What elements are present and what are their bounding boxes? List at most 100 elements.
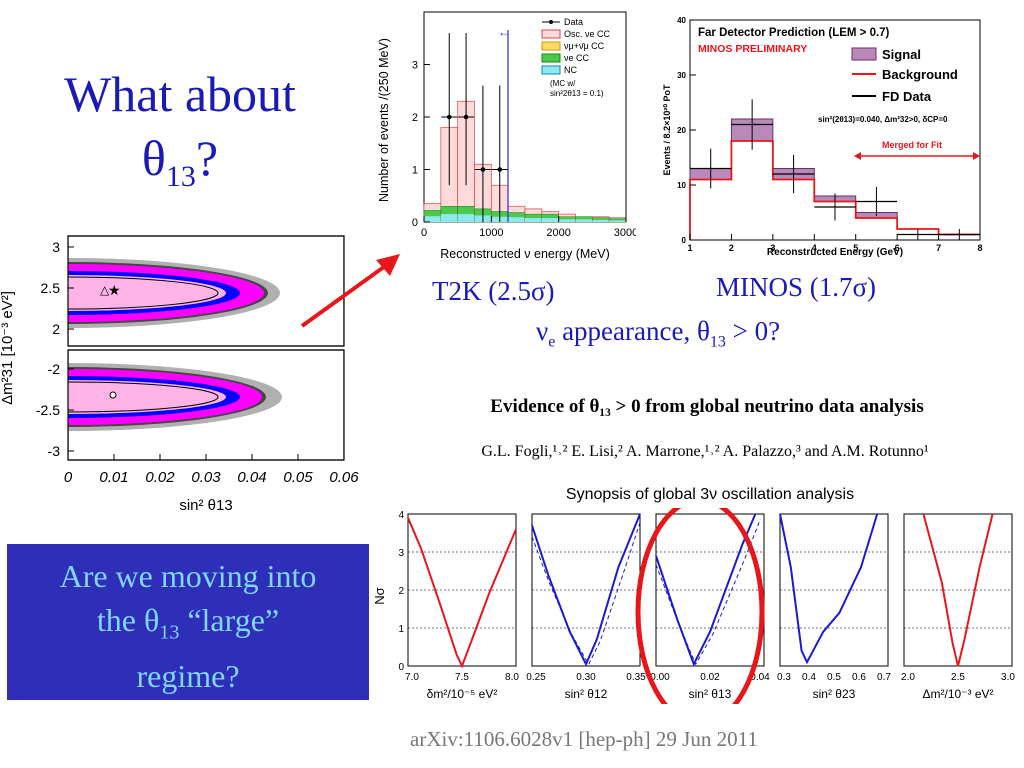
synopsis-xtick-label: 2.5 — [951, 672, 965, 683]
synopsis-xtick-label: 3.0 — [1001, 672, 1015, 683]
contour-ytick-label: 3 — [52, 239, 60, 255]
question-box: Are we moving into the θ13 “large” regim… — [7, 544, 369, 700]
t2k-ticks: 0 1000 2000 3000 0 1 2 3 — [412, 60, 636, 240]
minos-background-line — [689, 140, 980, 240]
synopsis-xtick-label: 0.35 — [626, 672, 646, 683]
synopsis-xlabel: sin² θ12 — [565, 687, 608, 701]
minos-label: MINOS (1.7σ) — [716, 272, 877, 302]
question-line2-sub: 13 — [159, 621, 180, 644]
slide-title: What about θ13? — [30, 62, 330, 209]
synopsis-panel: 2.0 2.5 3.0 Δm²/10⁻³ eV² — [901, 513, 1015, 701]
synopsis-ylabel: Nσ — [372, 587, 387, 604]
minos-legend-background: Background — [882, 67, 958, 82]
minos-xlabel: Reconstructed Energy (GeV) — [767, 247, 903, 258]
question-line2: the θ13 “large” — [7, 598, 369, 654]
minos-data-points — [690, 99, 980, 240]
synopsis-xtick-label: 7.5 — [455, 672, 469, 683]
minos-title: Far Detector Prediction (LEM > 0.7) — [698, 27, 890, 39]
contour-xtick-label: 0.03 — [191, 469, 221, 486]
question-line1: Are we moving into — [59, 558, 317, 594]
t2k-nc-bar — [541, 218, 559, 222]
title-sub: 13 — [165, 160, 196, 193]
minos-xtick-label: 5 — [853, 243, 858, 253]
synopsis-ytick-label: 3 — [398, 548, 404, 559]
appearance-end: > 0? — [725, 316, 781, 346]
minos-params: sin²(2θ13)=0.040, Δm²32>0, δCP=0 — [818, 115, 948, 124]
t2k-xlabel: Reconstructed ν energy (MeV) — [440, 247, 610, 261]
t2k-legend-nc: NC — [564, 65, 577, 75]
synopsis-ytick-label: 2 — [398, 586, 404, 597]
contour-chart: △ ★ 0 0.01 0.02 0.03 0.04 0.05 0.06 3 2.5 2 -2 -2.5… — [0, 235, 370, 514]
synopsis-xlabel: sin² θ23 — [813, 687, 856, 701]
synopsis-xlabel: Δm²/10⁻³ eV² — [922, 687, 993, 701]
contour-xtick-label: 0.04 — [237, 469, 266, 486]
minos-legend-signal-swatch — [851, 47, 877, 61]
t2k-point — [497, 167, 503, 172]
t2k-point — [446, 114, 452, 120]
synopsis-ytick-label: 0 — [398, 662, 404, 673]
synopsis-panel: 7.0 7.5 8.0 δm²/10⁻⁵ eV² — [405, 513, 519, 701]
contour-xtick-label: 0 — [64, 469, 73, 486]
synopsis-panel: 0.3 0.4 0.5 0.6 0.7 sin² θ23 — [777, 513, 891, 701]
t2k-nc-bar — [558, 219, 576, 222]
paper-title: Evidence of θ₁₃ > 0 from global neutrino… — [490, 396, 924, 417]
synopsis-xtick-label: 0.00 — [650, 672, 670, 683]
synopsis-ytick-label: 1 — [398, 624, 404, 635]
synopsis-xtick-label: 0.3 — [777, 672, 791, 683]
minos-xtick-label: 7 — [936, 243, 941, 253]
synopsis-xtick-label: 0.04 — [750, 672, 770, 683]
paper-authors: G.L. Fogli,¹˒² E. Lisi,² A. Marrone,¹˒² … — [481, 443, 929, 460]
minos-xtick-label: 3 — [770, 243, 775, 253]
t2k-legend-numu: νμ+ν̄μ CC — [564, 41, 605, 51]
synopsis-xtick-label: 2.0 — [901, 672, 915, 683]
t2k-nc-bar — [575, 219, 593, 222]
t2k-ytick-label: 0 — [412, 217, 418, 229]
t2k-point — [480, 167, 486, 172]
best-fit-circle — [109, 391, 117, 399]
t2k-xtick-label: 3000 — [614, 227, 636, 239]
synopsis-panel: 0.25 0.30 0.35 sin² θ12 — [526, 513, 646, 701]
question-line2-b: “large” — [179, 602, 280, 638]
t2k-xtick-label: 1000 — [479, 227, 503, 239]
t2k-ytick-label: 1 — [412, 165, 418, 177]
contour-ylabel: Δm²31 [10⁻³ eV²] — [0, 291, 16, 405]
t2k-data-points — [441, 33, 508, 222]
appearance-nu: ν — [536, 316, 549, 346]
minos-xtick-label: 4 — [812, 243, 817, 253]
minos-ytick-label: 10 — [677, 181, 686, 190]
contour-ytick-label: -2 — [48, 361, 61, 377]
synopsis-xtick-label: 0.02 — [700, 672, 720, 683]
t2k-legend-data: Data — [564, 17, 583, 27]
synopsis-xtick-label: 0.5 — [827, 672, 841, 683]
t2k-nc-bar — [609, 220, 626, 222]
contour-xtick-label: 0.05 — [283, 469, 313, 486]
t2k-ytick-label: 3 — [412, 60, 418, 72]
question-line2-a: the θ — [96, 602, 160, 638]
minos-preliminary: MINOS PRELIMINARY — [698, 43, 807, 55]
contour-ticks: 0 0.01 0.02 0.03 0.04 0.05 0.06 3 2.5 2 -2 -2.5 -3 — [36, 239, 359, 486]
synopsis-xtick-label: 0.25 — [526, 672, 546, 683]
contour-xlabel: sin² θ13 — [179, 497, 232, 514]
minos-xtick-label: 2 — [729, 243, 734, 253]
t2k-nc-bar — [592, 219, 610, 222]
minos-ytick-label: 20 — [677, 126, 686, 135]
synopsis-xtick-label: 0.6 — [852, 672, 866, 683]
contour-xtick-label: 0.02 — [145, 469, 175, 486]
t2k-chart: ← 0 1000 2000 3000 0 1 2 3 Data Osc. νe CC νμ+ν… — [377, 11, 636, 261]
t2k-ylabel: Number of events /(250 MeV) — [377, 38, 391, 202]
minos-ylabel: Events / 8.2×10²⁰ PoT — [662, 84, 672, 175]
t2k-legend-note1: (MC w/ — [550, 79, 576, 88]
title-theta: θ — [141, 130, 166, 186]
contour-xtick-label: 0.06 — [329, 469, 359, 486]
minos-xtick-label: 6 — [895, 243, 900, 253]
arxiv-id: arXiv:1106.6028v1 [hep-ph] 29 Jun 2011 — [410, 727, 758, 751]
t2k-legend-note2: sin²2θ13 = 0.1) — [550, 89, 604, 98]
synopsis-xlabel: δm²/10⁻⁵ eV² — [427, 687, 498, 701]
t2k-legend: Data Osc. νe CC νμ+ν̄μ CC νe CC NC (MC w… — [541, 17, 611, 98]
minos-ytick-label: 40 — [677, 16, 686, 25]
synopsis-curve — [407, 517, 517, 669]
contour-ytick-label: -2.5 — [36, 402, 60, 418]
synopsis-xtick-label: 0.30 — [576, 672, 596, 683]
